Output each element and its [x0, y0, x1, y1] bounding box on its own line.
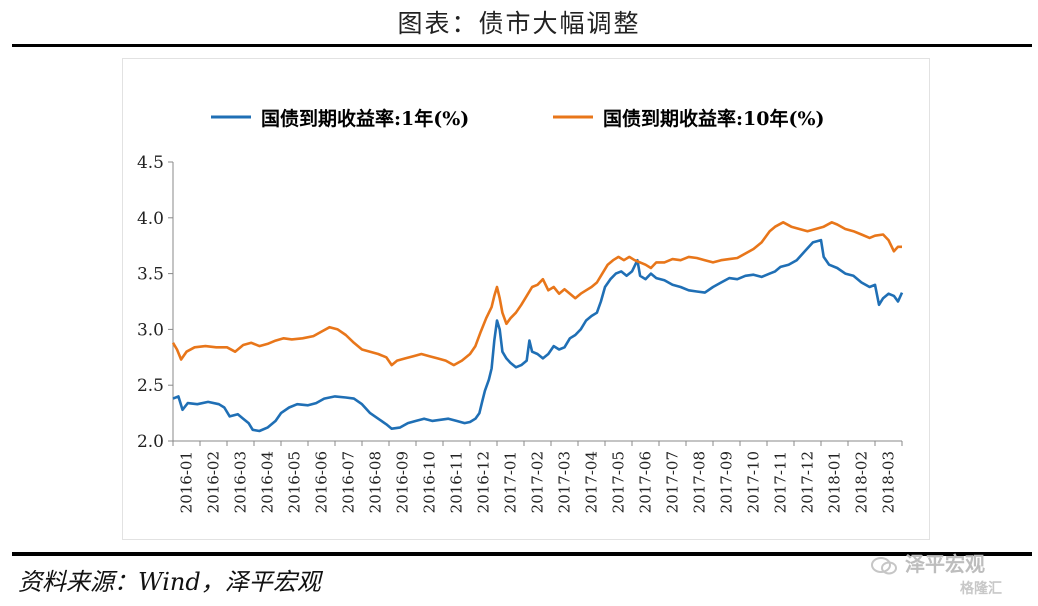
- legend: 国债到期收益率:1年(%) 国债到期收益率:10年(%): [211, 107, 825, 130]
- x-tick-label: 2017-07: [664, 451, 682, 513]
- series-line-10y: [171, 221, 902, 367]
- x-tick-label: 2017-12: [799, 451, 817, 513]
- x-tick-label: 2017-06: [637, 451, 655, 513]
- page-title: 图表：债市大幅调整: [397, 9, 641, 38]
- x-tick-label: 2018-02: [853, 451, 871, 513]
- x-tick-label: 2016-04: [259, 451, 277, 513]
- x-tick-label: 2016-02: [205, 451, 223, 513]
- top-rule: [12, 44, 1032, 47]
- x-tick-label: 2016-08: [367, 451, 385, 513]
- y-tick-label: 3.5: [137, 265, 164, 285]
- source-note: 资料来源：Wind，泽平宏观: [18, 568, 321, 596]
- x-tick-label: 2018-03: [880, 451, 898, 513]
- line-chart: 国债到期收益率:1年(%) 国债到期收益率:10年(%) 2.0 2.5 3.0 3.…: [137, 107, 904, 513]
- x-tick-label: 2017-03: [556, 451, 574, 513]
- watermark-text: 泽平宏观: [904, 552, 985, 576]
- x-tick-label: 2017-02: [529, 451, 547, 513]
- y-tick-label: 3.0: [137, 320, 164, 340]
- x-tick-label: 2017-01: [502, 451, 520, 513]
- x-tick-label: 2017-08: [691, 451, 709, 513]
- x-tick-label: 2016-10: [421, 451, 439, 513]
- legend-label-1y: 国债到期收益率:1年(%): [261, 107, 469, 130]
- y-tick-label: 4.5: [137, 153, 164, 173]
- series-group: [171, 221, 904, 433]
- axes: 2.0 2.5 3.0 3.5 4.0 4.5 2016-01 2016-02 2016-03 2…: [137, 153, 903, 513]
- series-line-1y: [172, 238, 904, 433]
- x-tick-label: 2016-06: [313, 451, 331, 513]
- y-tick-label: 4.0: [137, 209, 164, 229]
- x-tick-label: 2016-01: [178, 451, 196, 513]
- y-tick-label: 2.5: [137, 376, 164, 396]
- x-tick-label: 2016-12: [475, 451, 493, 513]
- x-tick-label: 2016-07: [340, 451, 358, 513]
- x-tick-label: 2016-09: [394, 451, 412, 513]
- chart-frame: 国债到期收益率:1年(%) 国债到期收益率:10年(%) 2.0 2.5 3.0 3.…: [122, 58, 930, 540]
- x-tick-label: 2016-03: [232, 451, 250, 513]
- legend-label-10y: 国债到期收益率:10年(%): [603, 107, 825, 130]
- x-tick-label: 2016-05: [286, 451, 304, 513]
- wechat-icon: [871, 556, 897, 574]
- x-tick-label: 2017-10: [745, 451, 763, 513]
- y-tick-label: 2.0: [137, 432, 164, 452]
- watermark-sub: 格隆汇: [960, 581, 1002, 597]
- x-tick-label: 2017-09: [718, 451, 736, 513]
- x-tick-label: 2017-11: [772, 451, 790, 513]
- x-tick-label: 2018-01: [826, 451, 844, 513]
- x-tick-label: 2016-11: [448, 451, 466, 513]
- watermark: 泽平宏观: [870, 548, 985, 577]
- bottom-rule: [12, 552, 1032, 556]
- x-tick-label: 2017-05: [610, 451, 628, 513]
- x-tick-label: 2017-04: [583, 451, 601, 513]
